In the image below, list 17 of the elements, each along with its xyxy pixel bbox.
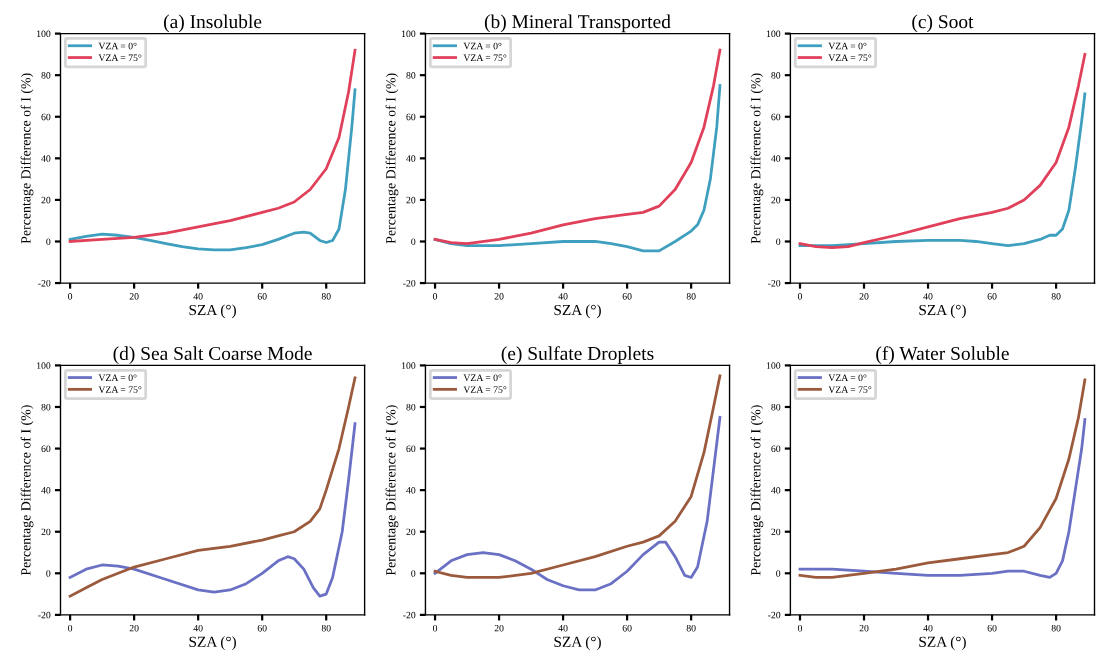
line-series xyxy=(68,422,357,598)
chart-title: (c) Soot xyxy=(912,14,974,33)
line-series xyxy=(68,48,357,243)
chart-title: (f) Water Soluble xyxy=(876,346,1009,364)
line-series xyxy=(433,415,722,592)
line-series xyxy=(798,418,1087,579)
chart-title: (e) Sulfate Droplets xyxy=(501,346,654,364)
line-series xyxy=(798,378,1087,579)
line-series xyxy=(433,48,722,245)
line-series xyxy=(798,92,1087,248)
line-series xyxy=(433,374,722,579)
chart-title: (b) Mineral Transported xyxy=(484,14,671,33)
chart-title: (a) Insoluble xyxy=(164,14,262,33)
line-series xyxy=(68,88,357,252)
line-series xyxy=(798,53,1087,250)
line-series xyxy=(68,376,357,598)
chart-title: (d) Sea Salt Coarse Mode xyxy=(113,346,312,364)
